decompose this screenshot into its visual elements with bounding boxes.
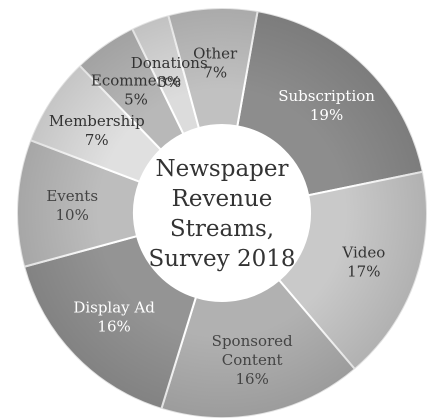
center-title-line-4: Survey 2018 (148, 246, 295, 272)
labels-group: Subscription19%Video17%SponsoredContent1… (46, 45, 385, 388)
center-title-line-1: Newspaper (156, 156, 289, 182)
center-title-line-2: Revenue (172, 186, 273, 212)
slice-category-label: Video (341, 243, 385, 261)
slice-category-label: Sponsored (212, 332, 293, 350)
slice-value-label: 5% (124, 91, 148, 109)
slice-category-label: Membership (49, 112, 145, 130)
center-title: Newspaper Revenue Streams, Survey 2018 (148, 156, 295, 272)
slice-value-label: 17% (347, 262, 380, 280)
slice-value-label: 10% (56, 206, 89, 224)
slice-category-label: Ecommerce (91, 72, 181, 90)
slice-value-label: 16% (235, 370, 268, 388)
slice-value-label: 3% (157, 73, 181, 91)
slice-category-label: Donations (131, 54, 208, 72)
donut-hole (135, 126, 309, 300)
slice-category-label: Subscription (278, 87, 375, 105)
slice-category-label: Events (46, 187, 98, 205)
slice-category-label: Content (222, 351, 283, 369)
slice-category-label: Display Ad (73, 299, 155, 317)
slice-value-label: 16% (97, 318, 130, 336)
slice-value-label: 19% (310, 106, 343, 124)
slice-value-label: 7% (203, 64, 227, 82)
slice-value-label: 7% (85, 131, 109, 149)
center-title-line-3: Streams, (170, 216, 274, 242)
slice-category-label: Other (193, 45, 238, 63)
